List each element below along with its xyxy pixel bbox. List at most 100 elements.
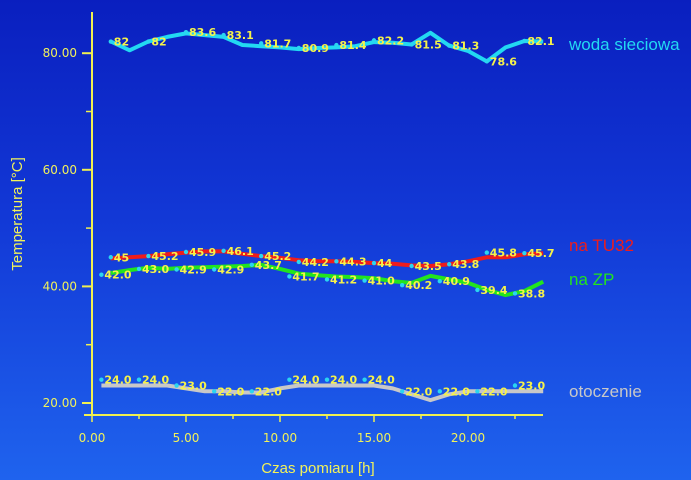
data-point <box>183 249 189 255</box>
data-point <box>99 377 104 382</box>
data-label: 24.0 <box>368 374 395 387</box>
data-point <box>259 253 264 259</box>
data-point <box>99 272 104 277</box>
data-point <box>183 30 189 35</box>
data-label: 41.0 <box>368 275 395 288</box>
data-label: 42.9 <box>217 263 244 276</box>
series-line-0 <box>109 30 544 64</box>
data-label: 44.2 <box>302 256 329 269</box>
data-label: 22.0 <box>480 385 507 398</box>
data-label: 40.9 <box>443 275 470 288</box>
x-axis-title: Czas pomiaru [h] <box>261 460 374 477</box>
data-label: 24.0 <box>292 374 319 387</box>
data-point <box>484 59 489 64</box>
data-label: 43.5 <box>415 260 442 273</box>
data-point <box>146 39 151 44</box>
data-label: 22.0 <box>255 385 282 398</box>
data-point <box>400 389 405 394</box>
data-label: 82 <box>151 36 166 49</box>
data-label: 83.1 <box>227 29 254 42</box>
data-point <box>512 291 518 296</box>
axes: 20.00 40.00 60.00 80.00 0.00 5.00 10.00 15.00 20… <box>43 12 543 445</box>
data-point <box>334 259 339 264</box>
data-point <box>249 262 254 268</box>
series-lines <box>101 30 545 403</box>
data-point <box>371 38 377 43</box>
data-point <box>447 262 452 267</box>
data-label: 44.3 <box>339 255 366 268</box>
data-label: 39.4 <box>480 284 507 297</box>
data-point <box>362 278 367 283</box>
x-tick-label: 15.00 <box>357 431 391 445</box>
data-point <box>174 383 179 388</box>
y-axis-title: Temperatura [°C] <box>9 157 26 271</box>
data-point <box>475 287 480 293</box>
data-label: 81.4 <box>339 39 366 52</box>
data-label: 82.1 <box>527 35 554 48</box>
data-point <box>287 274 292 279</box>
data-point <box>362 377 367 382</box>
x-tick-label: 20.00 <box>451 431 485 445</box>
y-tick-label: 80.00 <box>43 46 77 60</box>
data-point <box>437 278 442 284</box>
data-point <box>447 43 452 48</box>
series-line-1 <box>110 249 544 268</box>
data-label: 38.8 <box>518 287 545 300</box>
data-label: 45.8 <box>490 247 517 260</box>
data-label: 42.0 <box>104 269 131 282</box>
data-point <box>221 248 226 254</box>
legend: woda sieciowa na TU32 na ZP otoczenie <box>568 35 680 401</box>
data-label: 82.2 <box>377 34 404 47</box>
data-point <box>108 255 114 260</box>
data-point <box>334 42 339 48</box>
y-tick-label: 60.00 <box>43 163 77 177</box>
data-point <box>437 389 442 394</box>
data-point <box>400 283 405 288</box>
data-point <box>249 389 254 394</box>
data-point <box>174 267 179 272</box>
data-point <box>296 259 301 265</box>
data-label: 24.0 <box>330 374 357 387</box>
legend-entry: otoczenie <box>569 382 642 401</box>
series-points: 82 82 83.6 83.1 81.7 80.9 81.4 82.2 81.5 81.3 78.6… <box>99 26 555 398</box>
data-label: 43.7 <box>255 259 282 272</box>
data-point <box>324 277 330 282</box>
data-point <box>136 266 142 272</box>
data-label: 45.9 <box>189 246 216 259</box>
data-label: 46.1 <box>227 245 254 258</box>
data-label: 45 <box>114 251 129 264</box>
data-point <box>287 377 292 382</box>
data-label: 23.0 <box>518 380 545 393</box>
data-label: 45.2 <box>264 250 291 263</box>
data-point <box>409 42 414 47</box>
data-point <box>212 389 217 394</box>
y-tick-label: 40.00 <box>43 279 77 293</box>
data-point <box>324 377 330 382</box>
data-label: 41.2 <box>330 273 357 286</box>
data-point <box>484 250 489 255</box>
data-label: 22.0 <box>217 385 244 398</box>
legend-entry: woda sieciowa <box>568 35 680 54</box>
data-label: 83.6 <box>189 26 216 39</box>
data-label: 78.6 <box>490 55 517 68</box>
data-label: 80.9 <box>302 42 329 55</box>
data-label: 45.7 <box>527 247 554 260</box>
data-label: 40.2 <box>405 279 432 292</box>
x-tick-label: 0.00 <box>79 431 106 445</box>
data-label: 43.0 <box>142 263 169 276</box>
data-label: 24.0 <box>104 374 131 387</box>
data-point <box>522 250 527 256</box>
series-line-2 <box>110 262 545 298</box>
series-line-3 <box>101 383 544 403</box>
x-tick-label: 10.00 <box>263 431 297 445</box>
legend-entry: na TU32 <box>569 236 634 255</box>
data-label: 24.0 <box>142 374 169 387</box>
x-tick-label: 5.00 <box>173 431 200 445</box>
data-label: 82 <box>114 36 129 49</box>
data-point <box>136 377 142 382</box>
data-label: 42.9 <box>180 263 207 276</box>
data-label: 23.0 <box>180 380 207 393</box>
data-label: 41.7 <box>292 270 319 283</box>
data-point <box>108 39 114 44</box>
